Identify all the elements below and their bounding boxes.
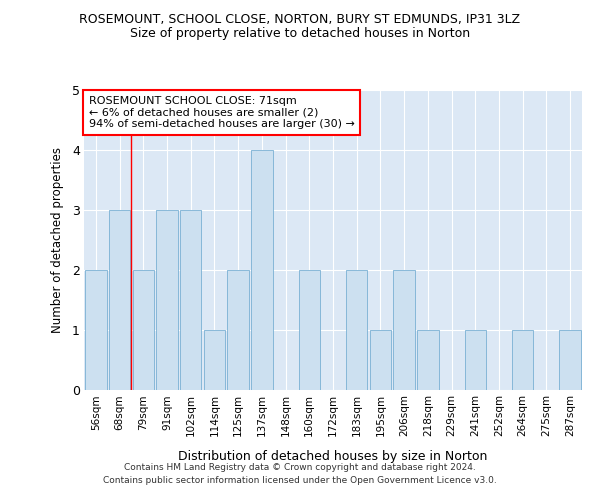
Bar xyxy=(346,270,367,390)
Text: ROSEMOUNT, SCHOOL CLOSE, NORTON, BURY ST EDMUNDS, IP31 3LZ: ROSEMOUNT, SCHOOL CLOSE, NORTON, BURY ST… xyxy=(79,12,521,26)
Text: Contains HM Land Registry data © Crown copyright and database right 2024.: Contains HM Land Registry data © Crown c… xyxy=(124,464,476,472)
Text: ROSEMOUNT SCHOOL CLOSE: 71sqm
← 6% of detached houses are smaller (2)
94% of sem: ROSEMOUNT SCHOOL CLOSE: 71sqm ← 6% of de… xyxy=(89,96,355,129)
Bar xyxy=(109,210,130,390)
Bar xyxy=(394,270,415,390)
Bar xyxy=(157,210,178,390)
X-axis label: Distribution of detached houses by size in Norton: Distribution of detached houses by size … xyxy=(178,450,488,463)
Bar xyxy=(464,330,486,390)
Text: Contains public sector information licensed under the Open Government Licence v3: Contains public sector information licen… xyxy=(103,476,497,485)
Bar xyxy=(251,150,272,390)
Bar xyxy=(512,330,533,390)
Bar xyxy=(180,210,202,390)
Text: Size of property relative to detached houses in Norton: Size of property relative to detached ho… xyxy=(130,28,470,40)
Bar xyxy=(204,330,225,390)
Bar xyxy=(417,330,439,390)
Bar xyxy=(559,330,581,390)
Bar xyxy=(133,270,154,390)
Bar xyxy=(85,270,107,390)
Bar xyxy=(227,270,249,390)
Y-axis label: Number of detached properties: Number of detached properties xyxy=(50,147,64,333)
Bar xyxy=(299,270,320,390)
Bar xyxy=(370,330,391,390)
